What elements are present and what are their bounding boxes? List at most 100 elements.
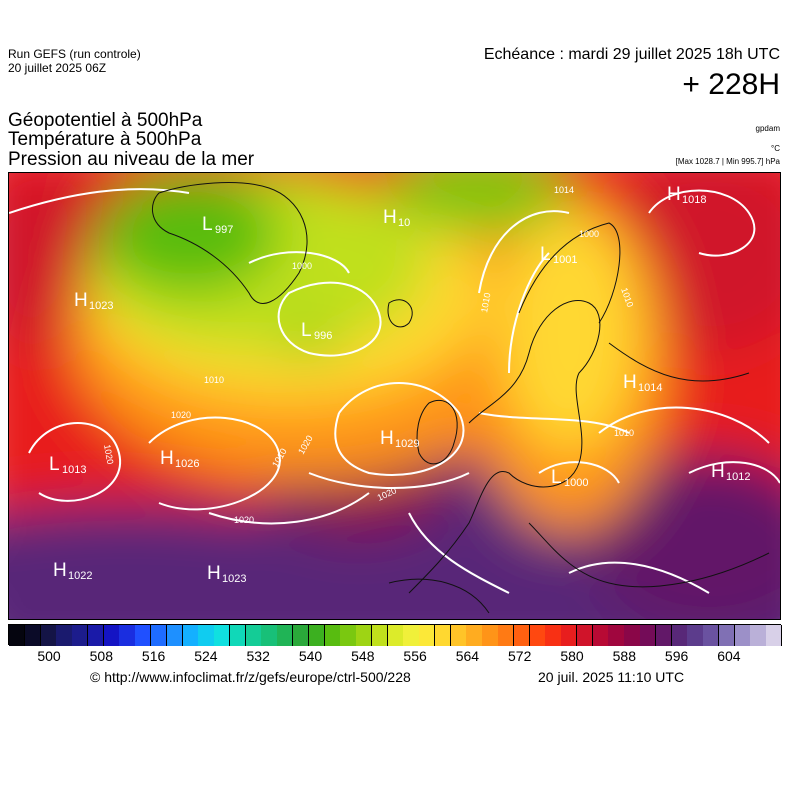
color-scale-tick: 532 [246,648,270,664]
svg-text:1018: 1018 [682,194,706,206]
isobar-label: 1020 [102,444,115,465]
color-scale-swatch [245,625,262,646]
color-scale-tick: 564 [455,648,480,664]
low-pressure-center: L 1001 [540,244,577,266]
isobar-label: 1020 [234,515,254,525]
color-scale-swatch [403,625,420,646]
high-pressure-center: H 1018 [667,184,706,206]
color-scale-swatch [150,625,168,646]
color-scale-swatch [671,625,688,646]
unit-gpdam: gpdam [755,124,780,133]
high-pressure-center: H 10 [383,207,410,229]
color-scale-tick: 508 [89,648,113,664]
color-scale-tick: 596 [664,648,689,664]
color-scale-tick: 524 [194,648,218,664]
svg-text:H: H [74,290,88,311]
high-pressure-center: H 1012 [711,461,750,483]
isobars [9,188,780,594]
isobar-label: 1010 [204,375,224,385]
color-scale-swatch [87,625,105,646]
svg-text:H: H [383,207,397,228]
coastlines [151,182,770,614]
svg-text:L: L [551,467,562,488]
isobar-label: 1000 [292,261,312,271]
color-scale-swatch [750,625,767,646]
svg-text:1001: 1001 [553,254,577,266]
svg-text:1026: 1026 [175,458,199,470]
svg-text:L: L [301,320,312,341]
color-scale-swatch [182,625,199,646]
color-scale-labels: 500 508 516 524 532 540 548 556 564 572 580 588 596 6… [8,648,781,666]
legend-pressure: Pression au niveau de la mer [8,149,255,170]
svg-text:H: H [711,461,725,482]
color-scale-swatch [387,625,404,646]
color-scale-swatch [56,625,73,646]
svg-text:997: 997 [215,224,233,236]
color-scale-swatch [198,625,215,646]
isobar-label: 1000 [579,229,599,239]
svg-text:1023: 1023 [89,300,113,312]
svg-text:L: L [49,454,60,475]
svg-text:L: L [202,214,213,235]
color-scale-swatch [135,625,152,646]
high-pressure-center: H 1023 [74,290,113,312]
low-pressure-center: L 1013 [49,454,86,476]
color-scale-swatch [734,625,751,646]
svg-text:1022: 1022 [68,570,92,582]
isobar-label: 1010 [479,292,492,313]
isobar-label: 1014 [554,185,574,195]
color-scale-swatch [529,625,546,646]
color-scale-tick: 540 [298,648,323,664]
color-scale-swatch [9,625,26,646]
color-scale-tick: 500 [37,648,61,664]
color-scale-swatch [214,625,231,646]
color-scale-swatch [450,625,467,646]
color-scale-bar [8,624,783,646]
pressure-centers: H 1018 H 1014 H 1012 H 1029 H 1026 H 1023 H 102… [49,184,750,585]
color-scale-swatch [356,625,373,646]
color-scale-tick: 588 [612,648,636,664]
legend-geopotential: Géopotentiel à 500hPa [8,110,203,131]
isobar-label: 1010 [614,428,634,438]
color-scale-swatch [324,625,341,646]
isobar-label: 1020 [171,410,191,420]
color-scale-swatch [498,625,515,646]
svg-text:1013: 1013 [62,464,86,476]
svg-text:H: H [380,428,394,449]
low-pressure-center: L 1000 [551,467,588,489]
run-name: Run GEFS (run controle) [8,47,141,61]
color-scale-swatch [340,625,357,646]
color-scale-swatch [718,625,736,646]
lead-time: + 228H [682,68,780,101]
svg-text:H: H [623,372,637,393]
color-scale-swatch [655,625,673,646]
color-scale-swatch [766,625,783,646]
color-scale-swatch [545,625,562,646]
color-scale-swatch [24,625,42,646]
svg-text:1012: 1012 [726,471,750,483]
color-scale-swatch [624,625,641,646]
echeance-text: Echéance : mardi 29 juillet 2025 18h UTC [483,46,780,63]
color-scale-swatch [482,625,499,646]
high-pressure-center: H 1022 [53,560,92,582]
color-scale-tick: 572 [508,648,532,664]
color-scale-swatch [166,625,184,646]
svg-text:H: H [667,184,681,205]
svg-text:1029: 1029 [395,438,419,450]
color-scale-swatch [561,625,578,646]
high-pressure-center: H 1014 [623,372,662,394]
generated-time: 20 juil. 2025 11:10 UTC [538,669,685,685]
svg-text:H: H [53,560,67,581]
svg-text:1000: 1000 [564,477,588,489]
color-scale-swatch [576,625,594,646]
color-scale-swatch [513,625,531,646]
low-pressure-center: L 997 [202,214,233,236]
color-scale-tick: 580 [560,648,584,664]
color-scale-swatch [277,625,294,646]
high-pressure-center: H 1026 [160,448,199,470]
color-scale-tick: 516 [141,648,166,664]
color-scale-tick: 548 [351,648,375,664]
low-pressure-center: L 996 [301,320,332,342]
color-scale-swatch [608,625,625,646]
source-url: © http://www.infoclimat.fr/z/gefs/europe… [90,669,411,685]
